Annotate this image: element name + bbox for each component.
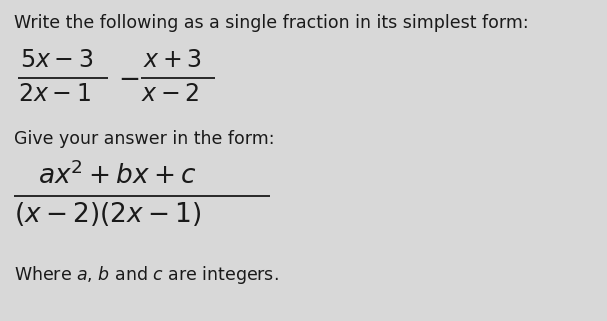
Text: Write the following as a single fraction in its simplest form:: Write the following as a single fraction… bbox=[14, 14, 529, 32]
Text: $5x-3$: $5x-3$ bbox=[20, 48, 93, 72]
Text: $x-2$: $x-2$ bbox=[141, 82, 199, 106]
Text: $(x-2)(2x-1)$: $(x-2)(2x-1)$ bbox=[14, 200, 201, 228]
Text: Where $a$, $b$ and $c$ are integers.: Where $a$, $b$ and $c$ are integers. bbox=[14, 264, 279, 286]
Text: $-$: $-$ bbox=[118, 65, 139, 91]
Text: $x+3$: $x+3$ bbox=[143, 48, 202, 72]
Text: Give your answer in the form:: Give your answer in the form: bbox=[14, 130, 274, 148]
Text: $2x-1$: $2x-1$ bbox=[18, 82, 91, 106]
Text: $ax^2+bx+c$: $ax^2+bx+c$ bbox=[38, 162, 197, 190]
